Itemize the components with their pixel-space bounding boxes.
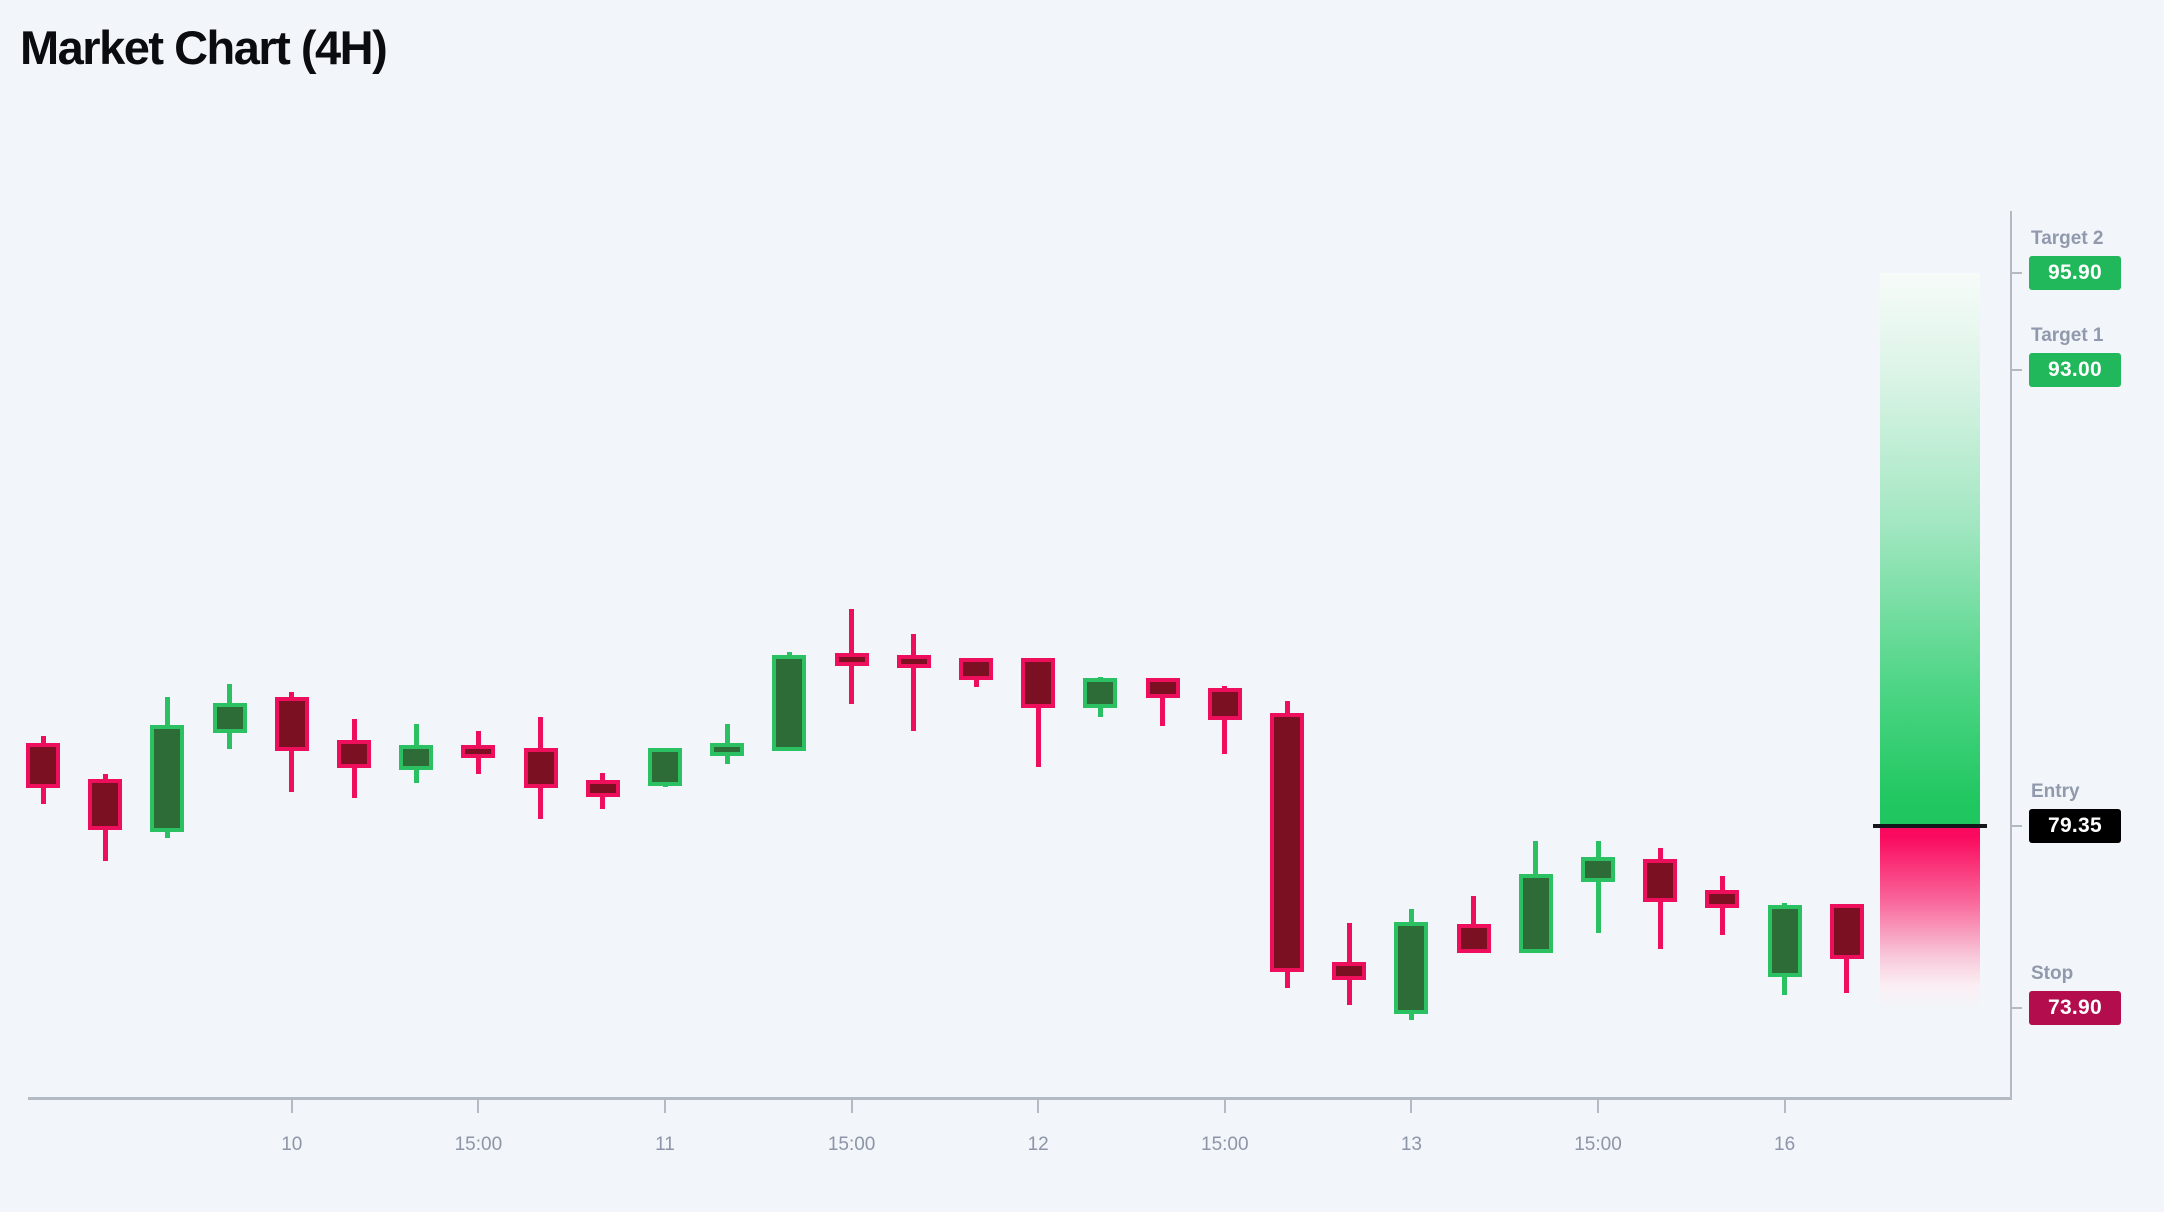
x-axis-tick-label: 12 — [1027, 1134, 1049, 1155]
level-target-2: Target 2 95.90 — [2029, 229, 2164, 290]
price-level-tick — [2010, 824, 2022, 827]
x-axis-tick — [1783, 1097, 1786, 1113]
candle-body — [896, 654, 931, 668]
reward-zone-gradient — [1880, 273, 1980, 826]
candle-body — [1207, 688, 1242, 720]
candle-body — [1083, 678, 1118, 708]
level-target-2-price-badge: 95.90 — [2029, 256, 2121, 290]
candle-body — [1705, 890, 1740, 909]
candle-body — [523, 748, 558, 789]
candle-body — [1145, 678, 1180, 698]
candle-wick — [911, 633, 917, 731]
candle-body — [461, 745, 496, 759]
page-title: Market Chart (4H) — [20, 21, 388, 74]
candle-body — [1270, 713, 1304, 972]
candle-body — [710, 743, 745, 757]
x-axis-tick-label: 13 — [1400, 1134, 1422, 1155]
x-axis-tick-label: 11 — [655, 1134, 675, 1155]
y-axis-line — [2010, 211, 2012, 1100]
entry-price-line — [1873, 823, 1987, 828]
level-target-1-label: Target 1 — [2031, 324, 2104, 346]
x-axis-tick — [290, 1097, 293, 1113]
candle-wick — [1222, 685, 1228, 755]
x-axis-tick — [477, 1097, 480, 1113]
x-axis-tick — [1410, 1097, 1413, 1113]
level-entry-price-badge: 79.35 — [2029, 808, 2121, 843]
x-axis-tick-label: 16 — [1774, 1134, 1796, 1155]
level-entry: Entry 79.35 — [2029, 780, 2164, 843]
candle-body — [1394, 922, 1429, 1014]
candle-body — [274, 696, 309, 752]
level-entry-label: Entry — [2031, 780, 2080, 802]
price-level-tick — [2010, 1007, 2022, 1009]
x-axis-tick-label: 15:00 — [1574, 1134, 1622, 1155]
candle-body — [212, 703, 247, 733]
x-axis-tick — [1597, 1097, 1599, 1113]
x-axis-tick-label: 15:00 — [1201, 1134, 1249, 1155]
candle-body — [772, 654, 807, 752]
x-axis-tick — [850, 1097, 853, 1113]
candle-body — [834, 653, 869, 667]
candle-body — [1581, 857, 1615, 882]
x-axis-tick — [664, 1097, 666, 1113]
candle-body — [150, 725, 185, 832]
candle-body — [1643, 858, 1678, 902]
level-stop-price-badge: 73.90 — [2029, 991, 2121, 1025]
candle-body — [1456, 923, 1491, 954]
level-target-2-label: Target 2 — [2031, 228, 2104, 249]
candle-body — [959, 658, 993, 680]
candle-body — [88, 778, 123, 830]
candle-body — [585, 780, 620, 797]
x-axis-tick — [1037, 1097, 1040, 1113]
candle-body — [26, 743, 60, 789]
level-stop-label: Stop — [2031, 963, 2074, 984]
candle-wick — [1035, 662, 1041, 768]
x-axis-line — [28, 1097, 2012, 1100]
candle-wick — [1595, 841, 1601, 933]
price-level-tick — [2010, 272, 2022, 274]
level-target-1-price-badge: 93.00 — [2029, 352, 2121, 387]
x-axis-tick — [1223, 1097, 1226, 1113]
candle-body — [1518, 873, 1553, 954]
candle-body — [1767, 905, 1802, 977]
x-axis-tick-label: 15:00 — [827, 1134, 876, 1155]
candle-body — [1021, 658, 1056, 708]
risk-zone-gradient — [1880, 825, 1980, 1008]
candle-wick — [1160, 680, 1166, 726]
level-stop: Stop 73.90 — [2029, 964, 2164, 1025]
candle-body — [337, 740, 371, 769]
x-axis-tick-label: 15:00 — [454, 1134, 503, 1155]
candle-body — [648, 748, 682, 787]
price-level-tick — [2010, 368, 2022, 371]
x-axis-tick-label: 10 — [281, 1134, 303, 1155]
candle-body — [1829, 903, 1864, 959]
level-target-1: Target 1 93.00 — [2029, 324, 2164, 387]
candle-body — [1332, 962, 1367, 981]
candle-body — [399, 745, 434, 770]
